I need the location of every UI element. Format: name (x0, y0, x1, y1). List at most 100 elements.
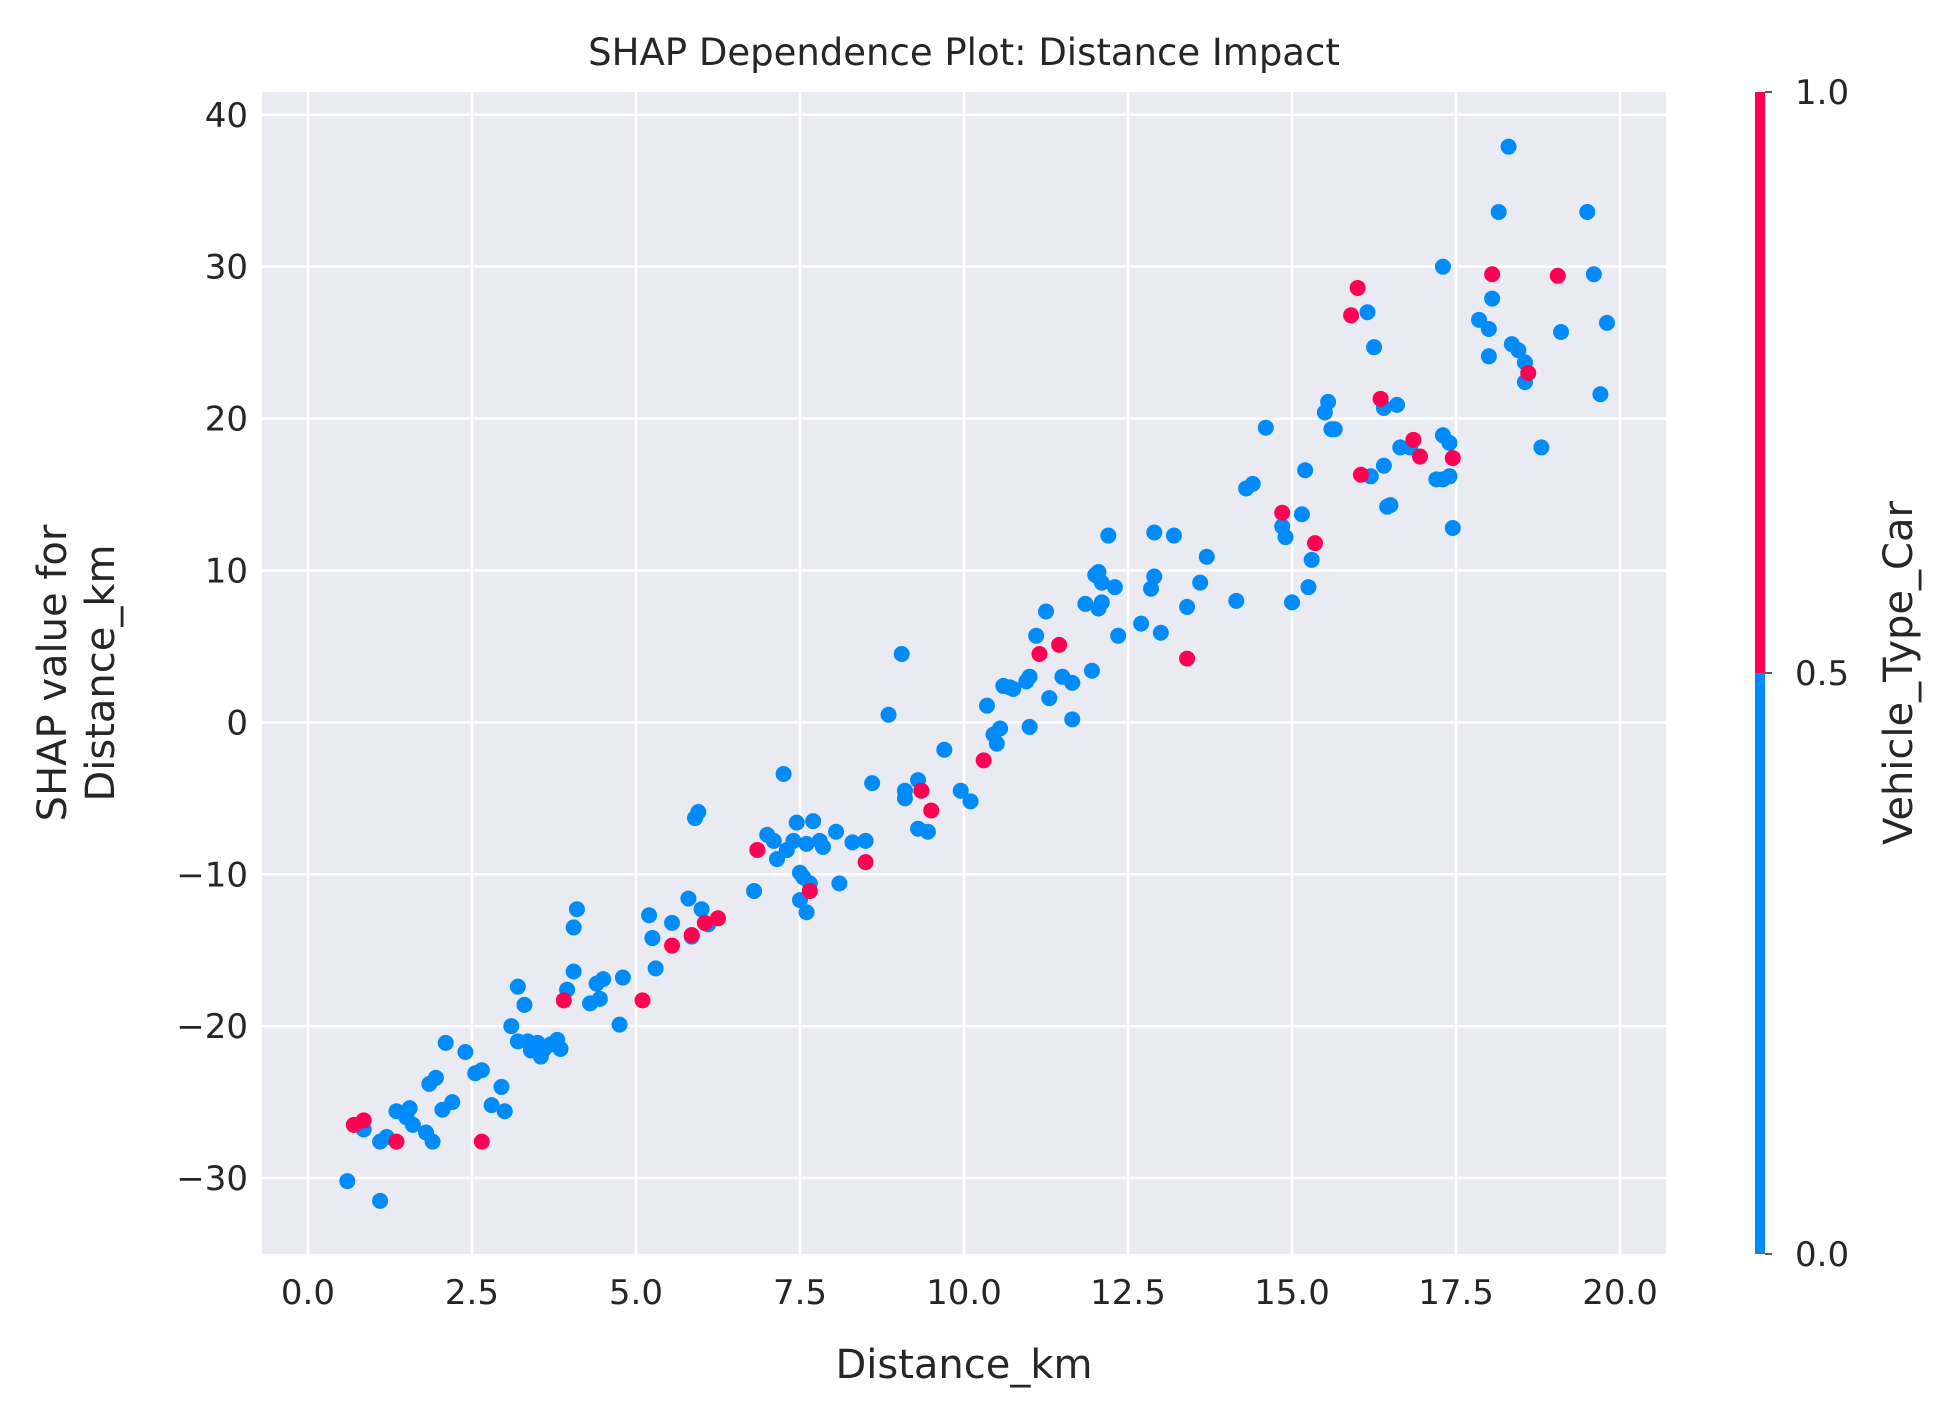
x-tick-label: 7.5 (773, 1273, 827, 1313)
colorbar-tick-label: 1.0 (1795, 73, 1849, 113)
data-point-other (978, 697, 995, 714)
data-point-other (664, 914, 681, 931)
data-point-other (483, 1097, 500, 1114)
data-point-other (746, 882, 763, 899)
data-point-other (992, 720, 1009, 737)
data-point-car (1484, 266, 1501, 283)
data-point-other (1152, 624, 1169, 641)
data-point-other (805, 813, 822, 830)
data-point-other (457, 1043, 474, 1060)
data-point-other (1300, 579, 1317, 596)
data-point-car (1405, 431, 1422, 448)
data-point-other (516, 996, 533, 1013)
data-point-other (1579, 203, 1596, 220)
data-point-car (801, 882, 818, 899)
data-point-car (355, 1112, 372, 1129)
x-tick-label: 5.0 (609, 1273, 663, 1313)
data-point-other (693, 901, 710, 918)
data-point-other (647, 960, 664, 977)
data-point-other (1165, 527, 1182, 544)
data-point-other (1297, 462, 1314, 479)
data-point-other (1198, 548, 1215, 565)
data-point-other (595, 971, 612, 988)
data-point-other (1038, 603, 1055, 620)
y-tick-label: −30 (176, 1159, 248, 1199)
data-point-other (952, 782, 969, 799)
data-point-other (565, 963, 582, 980)
data-point-other (1303, 551, 1320, 568)
data-point-other (1441, 434, 1458, 451)
data-point-other (568, 901, 585, 918)
data-point-other (473, 1062, 490, 1079)
data-point-other (1021, 718, 1038, 735)
data-point-other (401, 1100, 418, 1117)
colorbar-ticks: 0.0 0.5 1.0 (1765, 73, 1849, 1275)
data-point-other (1146, 524, 1163, 541)
data-point-other (690, 803, 707, 820)
data-point-car (1349, 279, 1366, 296)
data-point-other (1100, 527, 1117, 544)
data-point-other (1284, 594, 1301, 611)
data-point-other (1585, 266, 1602, 283)
y-tick-label: 0 (226, 703, 248, 743)
data-point-other (896, 790, 913, 807)
data-point-other (1028, 627, 1045, 644)
data-point-other (424, 1133, 441, 1150)
x-tick-label: 12.5 (1090, 1273, 1166, 1313)
data-point-car (388, 1133, 405, 1150)
y-tick-label: 10 (205, 551, 248, 591)
data-point-other (444, 1094, 461, 1111)
data-point-other (1192, 574, 1209, 591)
data-point-other (1500, 138, 1517, 155)
data-point-other (427, 1069, 444, 1086)
data-point-other (1598, 314, 1615, 331)
colorbar (1755, 92, 1765, 1254)
data-point-other (1064, 711, 1081, 728)
x-tick-label: 15.0 (1254, 1273, 1330, 1313)
data-point-other (1359, 304, 1376, 321)
data-point-car (664, 937, 681, 954)
data-point-car (749, 841, 766, 858)
data-point-car (1411, 448, 1428, 465)
y-tick-label: −10 (176, 855, 248, 895)
data-point-car (1307, 535, 1323, 552)
data-point-car (857, 854, 874, 871)
data-point-other (565, 919, 582, 936)
data-point-other (611, 1016, 628, 1033)
data-point-other (1326, 421, 1343, 438)
data-point-other (936, 741, 953, 758)
data-point-car (473, 1133, 490, 1150)
data-point-other (831, 875, 848, 892)
data-point-other (828, 823, 845, 840)
data-point-other (493, 1078, 510, 1095)
data-point-car (923, 802, 940, 819)
data-point-other (339, 1173, 356, 1190)
data-point-car (634, 992, 651, 1009)
y-tick-label: 30 (205, 248, 248, 288)
data-point-other (641, 907, 658, 924)
data-point-other (1444, 519, 1461, 536)
data-point-car (1343, 307, 1360, 324)
data-point-other (1106, 579, 1123, 596)
data-point-car (1031, 646, 1048, 663)
data-point-other (1277, 529, 1294, 546)
data-point-other (496, 1103, 513, 1120)
data-point-other (844, 834, 861, 851)
data-point-other (372, 1192, 389, 1209)
data-point-other (1093, 574, 1110, 591)
data-point-other (1041, 690, 1058, 707)
data-point-other (785, 832, 802, 849)
data-point-other (1480, 348, 1497, 365)
data-point-other (614, 969, 631, 986)
data-point-other (1434, 258, 1451, 275)
data-point-other (1293, 506, 1310, 523)
data-point-other (1375, 457, 1392, 474)
data-point-other (880, 706, 897, 723)
data-point-other (1389, 396, 1406, 413)
x-axis-label: Distance_km (835, 1342, 1092, 1388)
data-point-other (1146, 568, 1163, 585)
data-point-other (814, 838, 831, 855)
data-point-other (788, 814, 805, 831)
data-point-other (1228, 592, 1245, 609)
colorbar-tick-label: 0.0 (1795, 1235, 1849, 1275)
